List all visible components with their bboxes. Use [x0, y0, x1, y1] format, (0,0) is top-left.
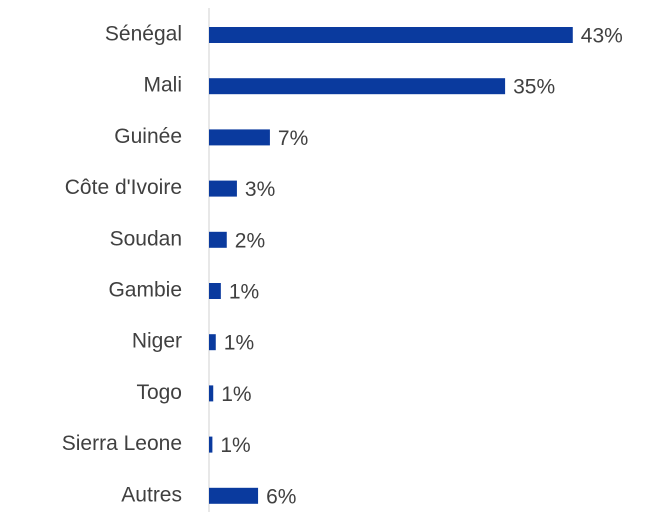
bar: [209, 78, 506, 95]
category-label: Sénégal: [105, 23, 182, 46]
category-label: Côte d'Ivoire: [65, 176, 182, 199]
bar: [209, 27, 573, 43]
category-label: Mali: [143, 74, 182, 97]
category-label: Niger: [132, 330, 182, 353]
value-label: 3%: [245, 178, 275, 201]
bar: [209, 180, 237, 197]
value-label: 1%: [220, 434, 250, 457]
value-label: 43%: [581, 25, 623, 48]
category-label: Togo: [136, 381, 182, 404]
category-label: Sierra Leone: [62, 432, 182, 455]
value-label: 2%: [235, 229, 265, 252]
category-label: Gambie: [108, 279, 182, 302]
bar: [209, 334, 216, 351]
category-label: Autres: [121, 483, 182, 506]
bar: [209, 129, 270, 146]
value-label: 1%: [221, 383, 251, 406]
bar: [209, 283, 221, 299]
category-label: Soudan: [110, 227, 182, 250]
value-label: 35%: [513, 76, 555, 99]
bar: [209, 385, 214, 402]
value-label: 6%: [266, 485, 296, 508]
category-label: Guinée: [114, 125, 182, 148]
value-label: 7%: [278, 127, 308, 150]
value-label: 1%: [229, 281, 259, 304]
bar: [209, 487, 259, 504]
value-label: 1%: [224, 332, 254, 355]
bar: [209, 436, 213, 453]
bar: [209, 231, 227, 248]
